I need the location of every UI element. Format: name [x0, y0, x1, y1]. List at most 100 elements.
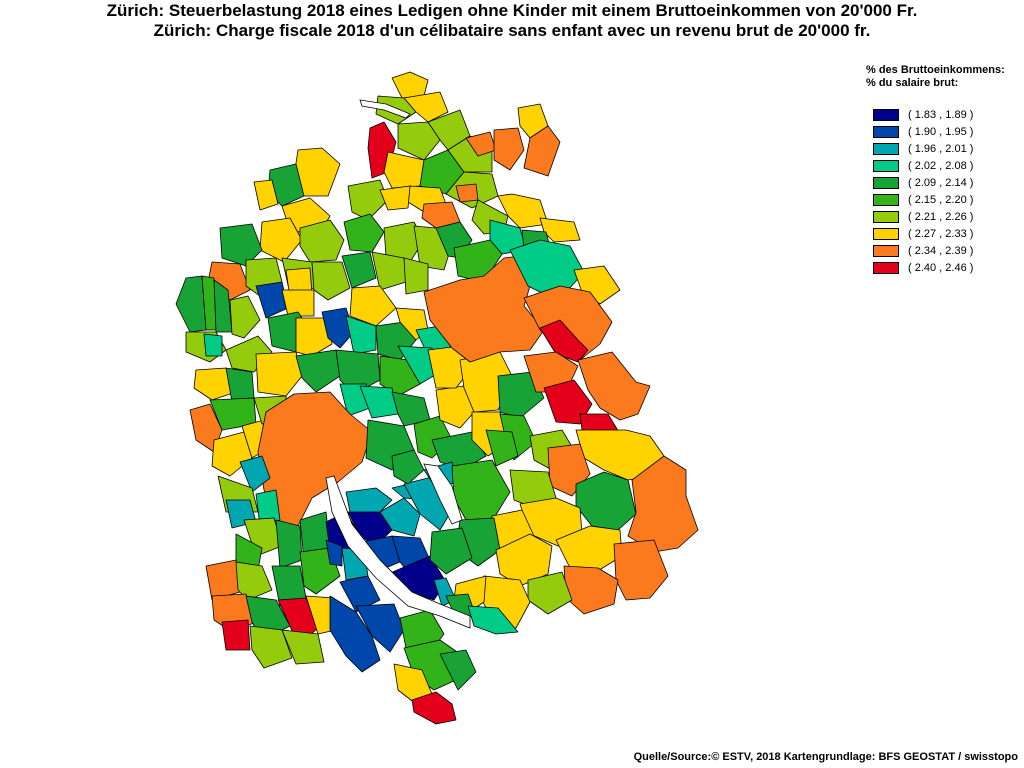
municipality — [495, 533, 553, 587]
legend-item: ( 2.15 , 2.20 ) — [866, 191, 1022, 208]
municipality — [411, 691, 457, 725]
municipality — [451, 459, 511, 521]
legend-swatch — [873, 125, 899, 138]
source-credit: Quelle/Source:© ESTV, 2018 Kartengrundla… — [633, 751, 1018, 763]
municipality — [397, 121, 441, 161]
legend-item: ( 2.40 , 2.46 ) — [866, 259, 1022, 276]
municipality — [403, 91, 449, 123]
municipality — [255, 281, 289, 319]
municipality — [379, 497, 421, 537]
legend-label: ( 2.27 , 2.33 ) — [908, 227, 974, 240]
legend-item: ( 1.83 , 1.89 ) — [866, 106, 1022, 123]
map-title-german: Zürich: Steuerbelastung 2018 eines Ledig… — [106, 1, 918, 20]
municipality — [175, 275, 207, 333]
municipality — [219, 223, 263, 267]
municipality — [193, 367, 237, 401]
municipality — [235, 561, 273, 601]
municipality — [299, 219, 345, 263]
municipality — [497, 371, 545, 419]
municipality — [493, 127, 525, 171]
municipality — [539, 217, 581, 243]
municipality — [371, 251, 407, 291]
legend-label: ( 2.09 , 2.14 ) — [908, 176, 974, 189]
municipality — [329, 595, 381, 673]
map-title-french: Zürich: Charge fiscale 2018 d'un célibat… — [153, 21, 871, 40]
municipality — [391, 71, 429, 99]
municipality — [345, 487, 393, 513]
municipality — [509, 239, 585, 295]
municipality — [523, 125, 561, 177]
municipality — [429, 527, 473, 575]
municipality — [281, 629, 325, 665]
legend-swatch — [873, 176, 899, 189]
municipality — [343, 213, 385, 253]
legend-swatch — [873, 210, 899, 223]
legend-item: ( 2.09 , 2.14 ) — [866, 174, 1022, 191]
municipality — [229, 295, 261, 339]
municipality — [275, 519, 303, 569]
municipality — [339, 575, 381, 613]
municipality — [281, 289, 315, 317]
municipality — [455, 183, 479, 203]
municipality — [221, 619, 251, 651]
legend-title-french: % du salaire brut: — [866, 77, 959, 89]
legend-label: ( 2.02 , 2.08 ) — [908, 159, 974, 172]
legend-swatch — [873, 142, 899, 155]
lake-zurich — [325, 475, 471, 629]
municipality — [391, 449, 425, 485]
municipality — [249, 625, 293, 669]
municipality — [383, 221, 425, 263]
municipality — [341, 251, 377, 289]
municipality — [349, 285, 397, 327]
municipality — [523, 351, 579, 393]
legend-title-german: % des Bruttoeinkommens: — [866, 64, 1005, 76]
municipality — [347, 179, 389, 221]
legend-label: ( 2.34 , 2.39 ) — [908, 244, 974, 257]
municipality — [355, 603, 405, 653]
legend-label: ( 1.96 , 2.01 ) — [908, 142, 974, 155]
legend-swatch — [873, 108, 899, 121]
legend-item: ( 2.02 , 2.08 ) — [866, 157, 1022, 174]
municipality — [627, 455, 699, 553]
municipality — [435, 385, 477, 429]
legend-item: ( 1.96 , 2.01 ) — [866, 140, 1022, 157]
municipality — [467, 605, 519, 635]
municipality — [205, 559, 241, 601]
legend-swatch — [873, 227, 899, 240]
municipality — [295, 349, 341, 393]
legend-swatch — [873, 244, 899, 257]
legend-item: ( 2.27 , 2.33 ) — [866, 225, 1022, 242]
municipality — [575, 471, 637, 531]
legend-swatch — [873, 261, 899, 274]
municipality — [573, 265, 621, 305]
municipality — [255, 351, 303, 397]
municipality — [563, 565, 619, 615]
legend-label: ( 2.40 , 2.46 ) — [908, 261, 974, 274]
legend-label: ( 2.21 , 2.26 ) — [908, 210, 974, 223]
municipality — [577, 351, 651, 421]
municipality — [345, 315, 377, 355]
municipality — [295, 317, 333, 357]
municipality — [325, 539, 343, 567]
legend-item: ( 2.21 , 2.26 ) — [866, 208, 1022, 225]
legend-item: ( 2.34 , 2.39 ) — [866, 242, 1022, 259]
municipality — [485, 429, 519, 467]
municipality — [203, 333, 223, 357]
legend-label: ( 2.15 , 2.20 ) — [908, 193, 974, 206]
municipality — [239, 455, 271, 493]
legend-item: ( 1.90 , 1.95 ) — [866, 123, 1022, 140]
municipality — [255, 489, 281, 527]
municipality — [253, 179, 279, 211]
municipality — [321, 307, 355, 349]
municipality — [403, 257, 429, 295]
greifensee — [423, 463, 463, 525]
legend: % des Bruttoeinkommens: % du salaire bru… — [866, 64, 1022, 276]
municipality — [225, 367, 255, 403]
legend-swatch — [873, 159, 899, 172]
legend-list: ( 1.83 , 1.89 ) ( 1.90 , 1.95 ) ( 1.96 , 2… — [866, 106, 1022, 276]
municipality — [379, 185, 411, 211]
legend-swatch — [873, 193, 899, 206]
municipality — [311, 261, 351, 301]
rhine-river — [359, 99, 411, 119]
